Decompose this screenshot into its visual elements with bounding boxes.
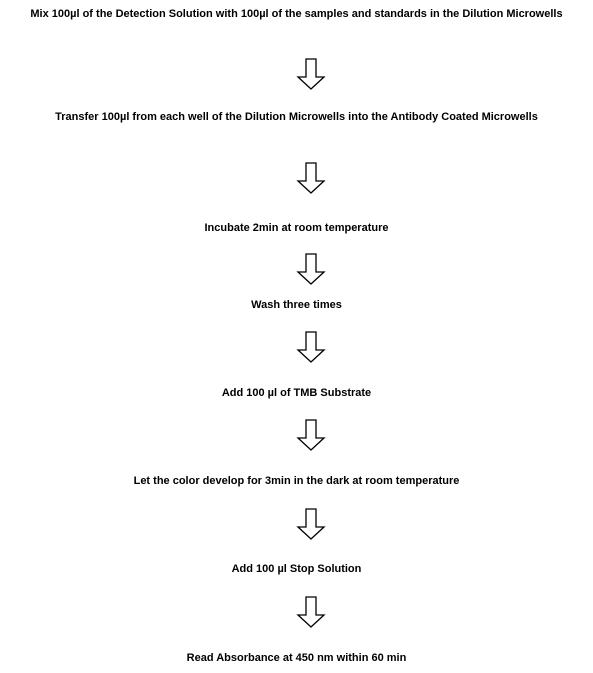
step-text: Transfer 100µl from each well of the Dil… (55, 111, 538, 123)
down-arrow (296, 596, 326, 628)
step-text: Let the color develop for 3min in the da… (133, 475, 460, 487)
arrow-shape (296, 162, 326, 194)
step-text: Read Absorbance at 450 nm within 60 min (186, 652, 407, 664)
down-arrow (296, 162, 326, 194)
down-arrow (296, 253, 326, 285)
arrow-shape (296, 419, 326, 451)
down-arrow (296, 419, 326, 451)
step-text: Add 100 µl of TMB Substrate (221, 387, 372, 399)
arrow-shape (296, 596, 326, 628)
step-text: Incubate 2min at room temperature (204, 222, 389, 234)
down-arrow (296, 331, 326, 363)
step-text: Mix 100µl of the Detection Solution with… (30, 8, 563, 20)
down-arrow (296, 58, 326, 90)
arrow-shape (296, 331, 326, 363)
step-text: Wash three times (251, 299, 342, 311)
arrow-shape (296, 253, 326, 285)
arrow-shape (296, 508, 326, 540)
arrow-shape (296, 58, 326, 90)
step-text: Add 100 µl Stop Solution (231, 563, 362, 575)
down-arrow (296, 508, 326, 540)
